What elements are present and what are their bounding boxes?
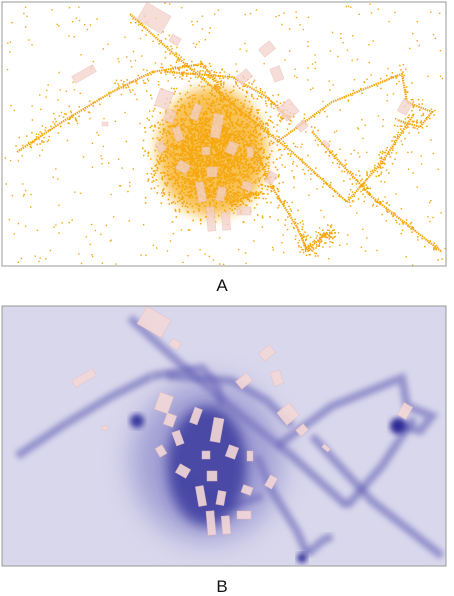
building [240, 180, 254, 192]
building [246, 450, 254, 462]
building [71, 368, 97, 388]
building [295, 119, 309, 133]
building [168, 337, 182, 351]
building [174, 463, 192, 479]
building [205, 510, 217, 536]
building [154, 444, 168, 458]
road-trace [311, 131, 443, 253]
point-layer [4, 2, 446, 266]
panel-a-label: A [216, 276, 228, 295]
road-density [343, 415, 418, 509]
building [235, 372, 253, 390]
building [136, 306, 172, 339]
density-layer [14, 306, 445, 563]
road-trace [129, 13, 348, 203]
dense-cluster [157, 87, 267, 217]
building [224, 444, 240, 460]
density-hotspot [297, 553, 307, 563]
panel-b-label: B [216, 577, 227, 596]
building [264, 170, 278, 186]
building [168, 33, 182, 47]
density-hotspot [130, 414, 144, 428]
building [154, 140, 168, 154]
building [205, 206, 217, 232]
building [321, 139, 331, 149]
building [206, 470, 218, 482]
building [195, 485, 207, 507]
building [236, 206, 252, 216]
building [224, 140, 240, 156]
building [174, 159, 192, 175]
panel-a-map [2, 2, 446, 266]
building [321, 443, 331, 453]
building [220, 211, 232, 231]
building [264, 474, 278, 490]
building [162, 108, 178, 124]
building [215, 186, 227, 202]
building [295, 423, 309, 437]
building [101, 121, 109, 127]
building [195, 181, 207, 203]
building [162, 412, 178, 428]
panel-b-border [1, 305, 447, 567]
building [154, 391, 174, 415]
density-core [167, 406, 247, 526]
building [201, 146, 211, 156]
building [101, 425, 109, 431]
building [396, 98, 414, 116]
building [206, 166, 218, 178]
building [171, 429, 185, 447]
building [220, 515, 232, 535]
building [71, 64, 97, 84]
building [235, 68, 253, 86]
road-trace [276, 72, 434, 143]
density-hotspot [390, 418, 406, 434]
building [258, 344, 276, 362]
building [171, 125, 185, 143]
building [209, 417, 225, 443]
building [209, 113, 225, 139]
building [215, 490, 227, 506]
road-density [309, 433, 445, 560]
road-density [14, 372, 154, 460]
building [189, 102, 203, 122]
building [276, 402, 300, 426]
road-density [274, 372, 439, 450]
building [240, 484, 254, 496]
building [269, 65, 285, 83]
panel-b-map [2, 306, 446, 566]
building [276, 98, 300, 122]
building [269, 369, 285, 387]
building [136, 2, 172, 35]
building [246, 146, 254, 158]
panel-a-border [1, 1, 447, 267]
road-density [304, 532, 334, 558]
road-trace [346, 113, 415, 203]
building [154, 87, 174, 111]
building [189, 406, 203, 426]
building [396, 402, 414, 420]
building [236, 510, 252, 520]
building [201, 450, 211, 460]
building [258, 40, 276, 58]
